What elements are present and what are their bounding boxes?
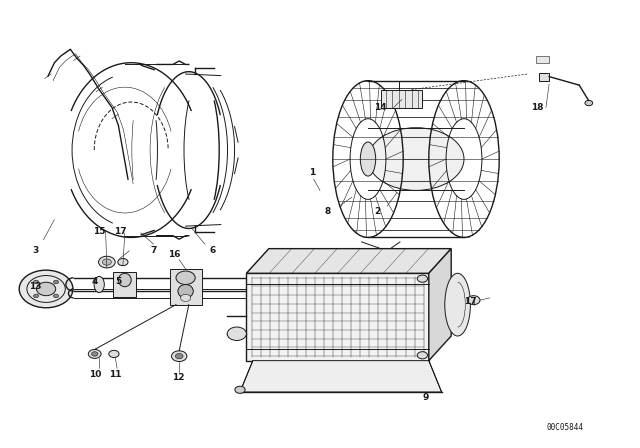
Ellipse shape xyxy=(180,294,191,302)
Polygon shape xyxy=(170,269,202,305)
Ellipse shape xyxy=(235,386,245,393)
Ellipse shape xyxy=(99,256,115,268)
Ellipse shape xyxy=(368,128,464,190)
Ellipse shape xyxy=(175,353,183,359)
Ellipse shape xyxy=(92,352,98,356)
Ellipse shape xyxy=(176,271,195,284)
Ellipse shape xyxy=(417,275,428,282)
Text: 6: 6 xyxy=(209,246,216,255)
Ellipse shape xyxy=(54,294,59,298)
Ellipse shape xyxy=(172,351,187,362)
Text: 9: 9 xyxy=(422,393,429,402)
Text: 12: 12 xyxy=(172,373,184,382)
Ellipse shape xyxy=(88,349,101,358)
Ellipse shape xyxy=(417,352,428,359)
Text: 11: 11 xyxy=(109,370,122,379)
Polygon shape xyxy=(536,56,549,63)
Ellipse shape xyxy=(36,282,56,296)
Text: 5: 5 xyxy=(115,277,122,286)
Polygon shape xyxy=(246,249,451,273)
Text: 15: 15 xyxy=(93,227,106,236)
Ellipse shape xyxy=(227,327,246,340)
Ellipse shape xyxy=(360,142,376,176)
Polygon shape xyxy=(246,273,429,361)
Ellipse shape xyxy=(33,294,38,298)
Text: 10: 10 xyxy=(88,370,101,379)
Text: 18: 18 xyxy=(531,103,544,112)
Ellipse shape xyxy=(445,273,470,336)
Text: 7: 7 xyxy=(150,246,157,255)
Ellipse shape xyxy=(585,100,593,106)
Ellipse shape xyxy=(94,276,104,293)
Polygon shape xyxy=(113,272,136,297)
Ellipse shape xyxy=(118,273,131,287)
Text: 1: 1 xyxy=(308,168,315,177)
Text: 4: 4 xyxy=(92,277,98,286)
Text: 13: 13 xyxy=(29,282,42,291)
Text: 8: 8 xyxy=(324,207,331,216)
Ellipse shape xyxy=(109,350,119,358)
Text: 00C05844: 00C05844 xyxy=(547,423,584,432)
Ellipse shape xyxy=(33,280,38,284)
Text: 2: 2 xyxy=(374,207,381,216)
Text: 17: 17 xyxy=(114,227,127,236)
Ellipse shape xyxy=(102,259,111,265)
Polygon shape xyxy=(429,249,451,361)
Polygon shape xyxy=(240,361,442,392)
Text: 14: 14 xyxy=(374,103,387,112)
Ellipse shape xyxy=(178,284,193,298)
Ellipse shape xyxy=(54,280,59,284)
Ellipse shape xyxy=(467,296,480,305)
Ellipse shape xyxy=(19,270,73,308)
Polygon shape xyxy=(539,73,549,81)
Text: 3: 3 xyxy=(32,246,38,255)
Ellipse shape xyxy=(118,258,128,266)
Polygon shape xyxy=(381,90,422,108)
Text: 16: 16 xyxy=(168,250,180,259)
Text: 17: 17 xyxy=(464,297,477,306)
